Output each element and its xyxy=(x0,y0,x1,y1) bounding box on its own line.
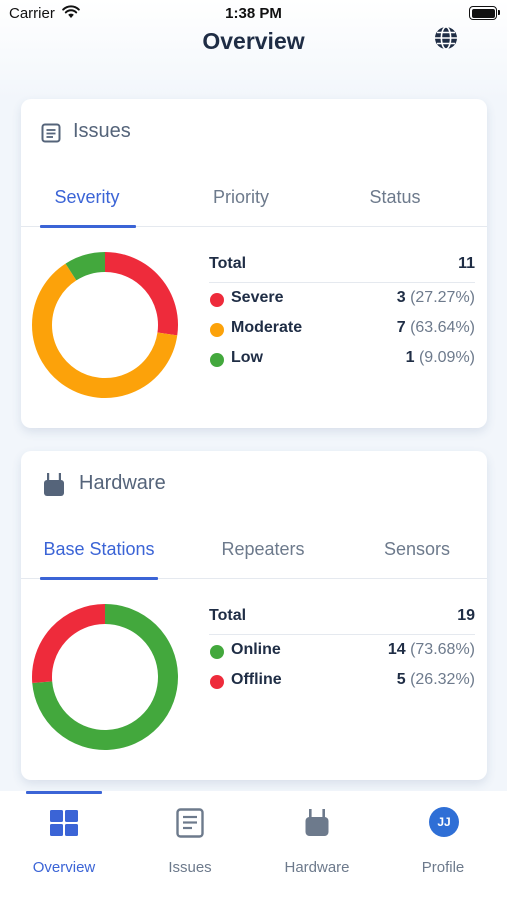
legend-row-offline: Offline 5 (26.32%) xyxy=(209,670,475,696)
document-list-icon xyxy=(176,808,204,838)
legend-value: 3 (27.27%) xyxy=(396,289,475,306)
wifi-icon xyxy=(62,5,80,18)
tabbar-label: Overview xyxy=(32,859,96,876)
tab-repeaters[interactable]: Repeaters xyxy=(221,539,305,559)
issues-total-row: Total 11 xyxy=(209,251,475,283)
avatar: JJ xyxy=(429,807,459,837)
hardware-tabs: Base Stations Repeaters Sensors xyxy=(21,529,487,580)
carrier-label: Carrier xyxy=(9,5,55,22)
issues-card-title: Issues xyxy=(73,120,131,142)
online-dot xyxy=(210,645,224,659)
header-background xyxy=(0,0,507,100)
legend-label: Moderate xyxy=(231,319,303,336)
hardware-card-title: Hardware xyxy=(79,472,166,494)
legend-label: Low xyxy=(231,349,263,366)
hardware-card: Hardware Base Stations Repeaters Sensors… xyxy=(21,451,487,780)
tab-priority[interactable]: Priority xyxy=(212,187,269,207)
hardware-total-label: Total xyxy=(209,607,247,624)
legend-value: 1 (9.09%) xyxy=(405,349,475,366)
battery-icon xyxy=(469,6,500,20)
globe-icon[interactable] xyxy=(433,25,459,51)
tabbar-label: Profile xyxy=(421,859,465,876)
hardware-slice-online xyxy=(32,604,178,750)
issues-card-header: Issues xyxy=(21,99,487,167)
issues-tabs: Severity Priority Status xyxy=(21,177,487,228)
hardware-total-value: 19 xyxy=(457,607,475,624)
tabbar-label: Issues xyxy=(168,859,212,876)
issues-slice-severe xyxy=(104,252,178,336)
legend-row-online: Online 14 (73.68%) xyxy=(209,640,475,666)
low-dot xyxy=(210,353,224,367)
hardware-total-row: Total 19 xyxy=(209,603,475,635)
tab-base-stations-underline xyxy=(40,577,158,580)
legend-label: Online xyxy=(231,641,281,658)
hardware-slice-offline xyxy=(32,604,106,684)
active-tab-indicator xyxy=(26,791,102,794)
hardware-donut-chart xyxy=(32,604,178,750)
issues-slice-moderate xyxy=(32,263,178,398)
legend-row-severe: Severe 3 (27.27%) xyxy=(209,288,475,314)
legend-label: Offline xyxy=(231,671,282,688)
tabbar-item-profile[interactable]: JJ Profile xyxy=(388,805,498,876)
tab-severity-underline xyxy=(40,225,136,228)
offline-dot xyxy=(210,675,224,689)
issues-card: Issues Severity Priority Status Total 11… xyxy=(21,99,487,428)
moderate-dot xyxy=(210,323,224,337)
tab-status[interactable]: Status xyxy=(369,187,421,207)
base-station-icon xyxy=(305,809,329,836)
issues-slice-low xyxy=(65,252,106,281)
legend-value: 14 (73.68%) xyxy=(387,641,475,658)
tabbar-item-issues[interactable]: Issues xyxy=(135,805,245,876)
legend-label: Severe xyxy=(231,289,284,306)
tabbar-label: Hardware xyxy=(284,859,350,876)
issues-total-value: 11 xyxy=(458,255,475,272)
tab-base-stations[interactable]: Base Stations xyxy=(43,539,155,559)
status-bar: Carrier 1:38 PM xyxy=(0,0,507,28)
tab-sensors[interactable]: Sensors xyxy=(383,539,451,559)
grid-icon xyxy=(50,810,78,836)
legend-row-moderate: Moderate 7 (63.64%) xyxy=(209,318,475,344)
issues-total-label: Total xyxy=(209,255,247,272)
clock: 1:38 PM xyxy=(225,5,282,22)
severe-dot xyxy=(210,293,224,307)
legend-row-low: Low 1 (9.09%) xyxy=(209,348,475,374)
issues-donut-chart xyxy=(32,252,178,398)
document-list-icon xyxy=(41,123,61,143)
hardware-card-header: Hardware xyxy=(21,451,487,519)
base-station-icon xyxy=(44,473,64,496)
bottom-tab-bar: Overview Issues Hardware JJ Profile xyxy=(0,791,507,900)
legend-value: 5 (26.32%) xyxy=(396,671,475,688)
tab-severity[interactable]: Severity xyxy=(54,187,120,207)
page-title: Overview xyxy=(202,28,305,54)
tabbar-item-hardware[interactable]: Hardware xyxy=(262,805,372,876)
legend-value: 7 (63.64%) xyxy=(396,319,475,336)
tabbar-item-overview[interactable]: Overview xyxy=(9,805,119,876)
